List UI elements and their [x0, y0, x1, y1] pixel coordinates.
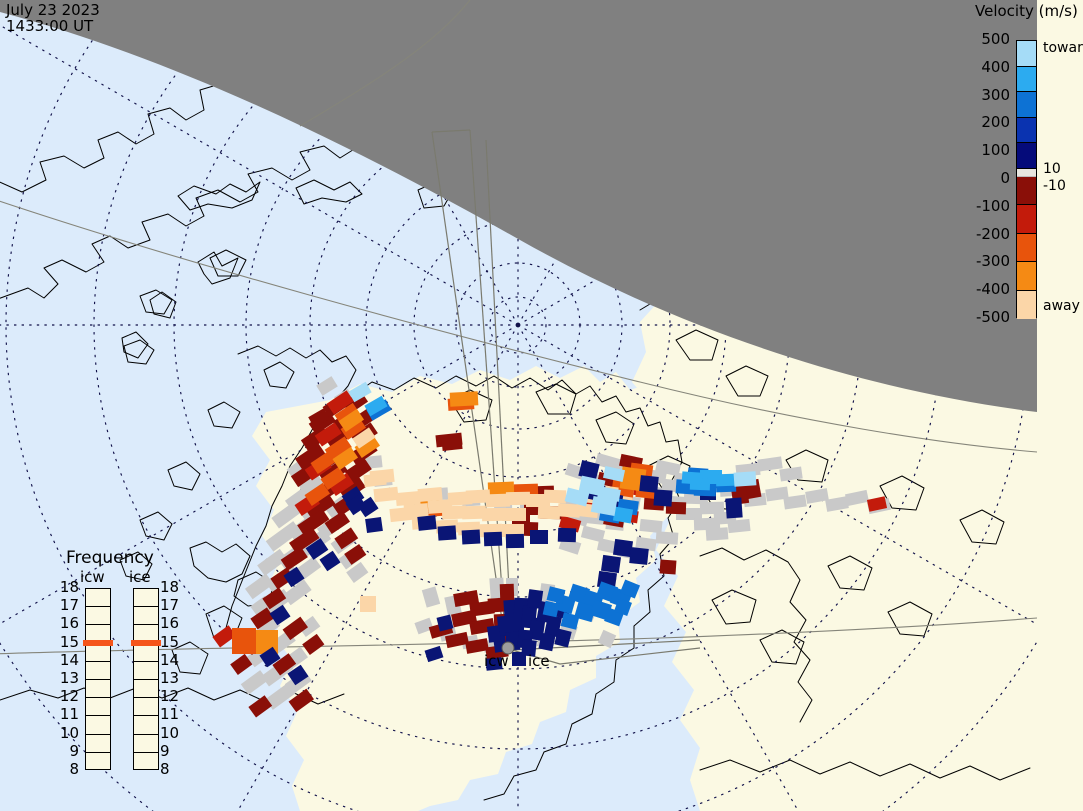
- map-svg: [0, 0, 1037, 811]
- colorbar-segment: [1017, 92, 1036, 118]
- frequency-tick-label: 13: [160, 669, 180, 687]
- frequency-tick-label: 11: [160, 705, 180, 724]
- colorbar-segment: [1017, 205, 1036, 234]
- colorbar-tick-label: 500: [981, 30, 1010, 48]
- frequency-column-header-icw: icw: [80, 568, 105, 586]
- frequency-tick-label: 14: [59, 650, 79, 669]
- frequency-row: [134, 680, 158, 699]
- colorbar-tick-label: -100: [975, 196, 1010, 215]
- frequency-marker-icw: [83, 639, 113, 646]
- frequency-row: [86, 589, 110, 608]
- frequency-row: [86, 680, 110, 699]
- colorbar-tick-label: 0: [1000, 169, 1010, 187]
- frequency-row: [134, 607, 158, 626]
- frequency-row: [86, 753, 110, 771]
- velocity-cells-palelightblue: [348, 381, 757, 516]
- frequency-legend-title: Frequency: [66, 548, 154, 568]
- frequency-tick-label: 17: [160, 596, 180, 615]
- terminator-fill: [0, 0, 1037, 412]
- frequency-row: [134, 716, 158, 735]
- right-margin-strip: [1037, 0, 1083, 811]
- timestamp-date: July 23 2023: [6, 1, 100, 19]
- frequency-column-header-ice: ice: [129, 568, 151, 586]
- frequency-tick-label: 16: [160, 614, 180, 633]
- colorbar-pos-threshold-label: 10: [1043, 161, 1061, 177]
- velocity-cells-navy: [259, 460, 743, 686]
- frequency-row: [86, 716, 110, 735]
- frequency-bar-ice: [133, 588, 159, 770]
- colorbar-segment: [1017, 177, 1036, 206]
- frequency-tick-label: 14: [160, 650, 180, 669]
- frequency-row: [134, 698, 158, 717]
- frequency-tick-label: 15: [59, 632, 79, 651]
- frequency-tick-label: 18: [59, 578, 79, 596]
- frequency-row: [86, 735, 110, 753]
- frequency-tick-label: 11: [59, 705, 79, 724]
- frequency-row: [86, 698, 110, 717]
- colorbar-segment: [1017, 41, 1036, 67]
- colorbar-tick-label: -200: [975, 224, 1010, 243]
- polar-map-canvas: July 23 2023 1433:00 UT icw ice Frequency…: [0, 0, 1037, 811]
- colorbar-tick-label: 200: [981, 113, 1010, 132]
- frequency-row: [134, 735, 158, 753]
- frequency-tick-label: 16: [59, 614, 79, 633]
- frequency-tick-label: 9: [69, 741, 79, 760]
- frequency-marker-ice: [131, 639, 161, 646]
- radar-label-ice: ice: [528, 652, 550, 670]
- frequency-row: [134, 589, 158, 608]
- radar-label-icw: icw: [484, 652, 509, 670]
- frequency-tick-label: 15: [160, 632, 180, 651]
- colorbar-toward-label: toward: [1043, 40, 1083, 56]
- frequency-tick-label: 12: [160, 687, 180, 706]
- colorbar-tick-label: 300: [981, 85, 1010, 104]
- frequency-tick-label: 10: [59, 723, 79, 742]
- timestamp-time: 1433:00 UT: [6, 17, 94, 36]
- colorbar-tick-label: -300: [975, 252, 1010, 271]
- frequency-tick-label: 8: [69, 760, 79, 778]
- colorbar-tick-label: -500: [975, 308, 1010, 326]
- frequency-tick-label: 12: [59, 687, 79, 706]
- frequency-tick-label: 8: [160, 760, 170, 778]
- frequency-tick-label: 9: [160, 741, 170, 760]
- frequency-row: [86, 662, 110, 680]
- frequency-tick-label: 17: [59, 596, 79, 615]
- radar-site-marker: [501, 641, 515, 655]
- colorbar-title: Velocity (m/s): [975, 2, 1078, 20]
- frequency-tick-label: 13: [59, 669, 79, 687]
- colorbar-segment: [1017, 169, 1036, 177]
- frequency-row: [86, 607, 110, 626]
- colorbar-segment: [1017, 117, 1036, 144]
- colorbar-tick-label: 400: [981, 57, 1010, 76]
- colorbar: [1016, 40, 1037, 319]
- colorbar-segment: [1017, 290, 1036, 319]
- colorbar-segment: [1017, 66, 1036, 93]
- frequency-bar-icw: [85, 588, 111, 770]
- colorbar-tick-label: -400: [975, 280, 1010, 299]
- velocity-cells-lightblue: [364, 395, 737, 524]
- frequency-tick-label: 18: [160, 578, 180, 596]
- frequency-row: [134, 753, 158, 771]
- colorbar-away-label: away: [1043, 298, 1080, 314]
- backscatter-cells: [212, 376, 892, 718]
- colorbar-segment: [1017, 233, 1036, 263]
- frequency-row: [134, 644, 158, 662]
- timestamp: July 23 2023 1433:00 UT: [6, 2, 100, 34]
- frequency-row: [86, 644, 110, 662]
- colorbar-tick-label: 100: [981, 141, 1010, 160]
- colorbar-neg-threshold-label: -10: [1043, 178, 1066, 194]
- frequency-row: [134, 662, 158, 680]
- frequency-tick-label: 10: [160, 723, 180, 742]
- colorbar-segment: [1017, 262, 1036, 291]
- colorbar-segment: [1017, 143, 1036, 169]
